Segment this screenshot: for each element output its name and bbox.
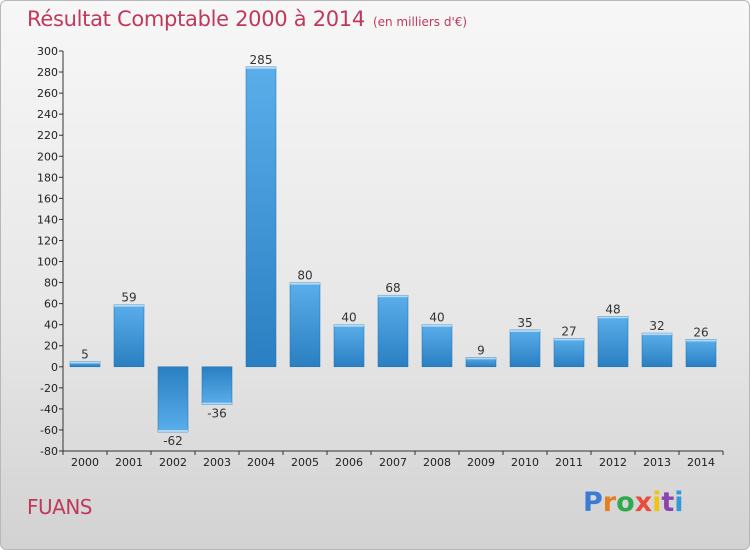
bar-highlight	[158, 430, 188, 433]
y-tick-label: 220	[37, 129, 58, 142]
bar-highlight	[114, 304, 144, 307]
y-tick-label: -60	[40, 424, 58, 437]
bar-highlight	[246, 66, 276, 69]
x-tick-label-2011: 2011	[555, 456, 583, 469]
value-label-2011: 27	[561, 324, 576, 338]
value-label-2005: 80	[297, 269, 312, 283]
x-tick-label-2003: 2003	[203, 456, 231, 469]
bar-highlight	[466, 357, 496, 360]
value-label-2001: 59	[121, 291, 136, 305]
y-tick-label: 40	[44, 319, 58, 332]
bar-highlight	[70, 361, 100, 364]
bar-2013	[641, 332, 673, 368]
bar-2002	[157, 366, 189, 433]
chart-title-unit: (en milliers d'€)	[372, 15, 468, 29]
x-tick-label-2013: 2013	[643, 456, 671, 469]
bar-2010	[509, 329, 541, 368]
value-label-2006: 40	[341, 311, 356, 325]
logo-letter: i	[652, 487, 662, 518]
x-tick-label-2005: 2005	[291, 456, 319, 469]
bar-highlight	[686, 339, 716, 342]
commune-name: FUANS	[27, 495, 92, 519]
bar-2011	[553, 338, 585, 368]
x-tick-label-2006: 2006	[335, 456, 363, 469]
y-tick-label: 180	[37, 171, 58, 184]
x-tick-label-2012: 2012	[599, 456, 627, 469]
bar-2001	[113, 304, 145, 368]
logo-letter: x	[634, 487, 653, 518]
proxiti-logo: Proxiti	[583, 487, 684, 518]
value-label-2002: -62	[163, 434, 183, 448]
y-tick-label: -40	[40, 403, 58, 416]
value-label-2010: 35	[517, 316, 532, 330]
logo-letter: i	[674, 487, 684, 518]
bar-2008	[421, 324, 453, 368]
y-tick-label: 300	[37, 45, 58, 58]
value-label-2007: 68	[385, 281, 400, 295]
y-tick-label: -20	[40, 382, 58, 395]
y-tick-label: 100	[37, 256, 58, 269]
bar-2014	[685, 339, 717, 368]
bar-2006	[333, 324, 365, 368]
bar-highlight	[378, 295, 408, 298]
y-tick-label: 140	[37, 213, 58, 226]
bar-2005	[289, 282, 321, 368]
bar-highlight	[510, 329, 540, 332]
y-tick-label: -80	[40, 445, 58, 458]
chart-title-main: Résultat Comptable 2000 à 2014	[27, 7, 365, 31]
y-tick-label: 20	[44, 340, 58, 353]
y-tick-label: 240	[37, 108, 58, 121]
x-tick-label-2001: 2001	[115, 456, 143, 469]
value-label-2013: 32	[649, 319, 664, 333]
bar-highlight	[334, 324, 364, 327]
bar-highlight	[554, 338, 584, 341]
x-tick-label-2010: 2010	[511, 456, 539, 469]
y-tick-label: 260	[37, 87, 58, 100]
y-tick-label: 280	[37, 66, 58, 79]
bar-2012	[597, 316, 629, 368]
bar-2003	[201, 366, 233, 405]
value-label-2003: -36	[207, 407, 227, 421]
logo-letter: P	[583, 487, 603, 518]
value-label-2004: 285	[250, 53, 273, 67]
logo-letter: t	[661, 487, 675, 518]
x-tick-label-2014: 2014	[687, 456, 715, 469]
bar-2004	[245, 66, 277, 368]
y-tick-label: 200	[37, 150, 58, 163]
bar-highlight	[598, 316, 628, 319]
bar-2007	[377, 294, 409, 368]
bar-highlight	[290, 282, 320, 285]
x-tick-label-2007: 2007	[379, 456, 407, 469]
y-tick-label: 160	[37, 192, 58, 205]
bar-highlight	[422, 324, 452, 327]
x-tick-label-2008: 2008	[423, 456, 451, 469]
value-label-2000: 5	[81, 348, 89, 362]
value-label-2009: 9	[477, 343, 485, 357]
y-tick-label: 120	[37, 234, 58, 247]
y-tick-label: 80	[44, 277, 58, 290]
y-tick-label: 0	[51, 361, 58, 374]
value-label-2012: 48	[605, 302, 620, 316]
x-tick-label-2002: 2002	[159, 456, 187, 469]
value-label-2014: 26	[693, 325, 708, 339]
logo-letter: o	[616, 487, 635, 518]
chart-title: Résultat Comptable 2000 à 2014 (en millie…	[27, 7, 467, 31]
bar-highlight	[642, 333, 672, 336]
x-tick-label-2004: 2004	[247, 456, 275, 469]
value-label-2008: 40	[429, 311, 444, 325]
x-tick-label-2009: 2009	[467, 456, 495, 469]
bar-highlight	[202, 402, 232, 405]
y-tick-label: 60	[44, 298, 58, 311]
x-tick-label-2000: 2000	[71, 456, 99, 469]
logo-letter: r	[602, 487, 617, 518]
